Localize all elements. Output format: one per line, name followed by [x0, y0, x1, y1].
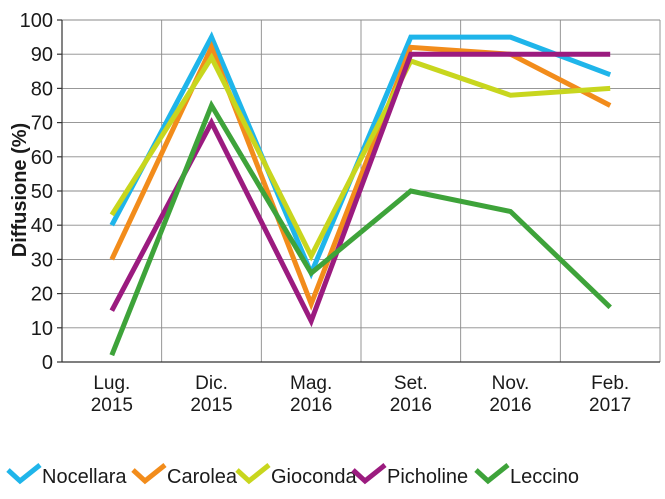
legend-item-gioconda: Gioconda: [235, 463, 357, 488]
y-tick-label: 100: [20, 10, 53, 32]
y-tick-label: 90: [31, 44, 53, 66]
legend-label: Leccino: [510, 466, 579, 488]
series-line-picholine: [109, 51, 611, 328]
y-tick-label: 80: [31, 78, 53, 100]
x-tick-label: Set.: [394, 373, 428, 394]
legend: Nocellara Carolea Gioconda Picholine Leccino: [6, 463, 579, 488]
series-line-leccino: [109, 99, 612, 357]
x-tick-label: 2015: [91, 395, 133, 416]
x-tick-label: Lug.: [93, 373, 130, 394]
x-tick-label: 2016: [489, 395, 531, 416]
x-tick-label: Dic.: [195, 373, 228, 394]
x-tick-label: Feb.: [591, 373, 629, 394]
legend-label: Picholine: [387, 466, 468, 488]
x-tick-label: 2015: [190, 395, 232, 416]
legend-label: Carolea: [167, 466, 238, 488]
legend-item-picholine: Picholine: [351, 463, 468, 488]
legend-item-carolea: Carolea: [131, 463, 238, 488]
legend-swatch: [351, 463, 387, 485]
legend-swatch: [6, 463, 42, 485]
x-tick-label: 2016: [390, 395, 432, 416]
legend-swatch: [131, 463, 167, 485]
y-tick-label: 70: [31, 113, 53, 135]
y-axis-label: Diffusione (%): [9, 123, 31, 257]
series-lines: [109, 31, 612, 357]
series-line-gioconda: [109, 52, 611, 262]
legend-item-nocellara: Nocellara: [6, 463, 127, 488]
y-tick-label: 20: [31, 284, 53, 306]
legend-swatch: [235, 463, 271, 485]
x-tick-label: 2017: [589, 395, 631, 416]
y-tick-label: 10: [31, 318, 53, 340]
y-tick-label: 60: [31, 147, 53, 169]
legend-label: Gioconda: [271, 466, 357, 488]
y-tick-label: 30: [31, 249, 53, 271]
axes: [57, 19, 660, 363]
legend-item-leccino: Leccino: [474, 463, 579, 488]
x-tick-label: Nov.: [492, 373, 530, 394]
y-tick-label: 40: [31, 215, 53, 237]
x-tick-labels: Lug.2015Dic.2015Mag.2016Set.2016Nov.2016…: [91, 373, 632, 416]
legend-label: Nocellara: [42, 466, 127, 488]
legend-swatch: [474, 463, 510, 485]
x-tick-label: 2016: [290, 395, 332, 416]
x-tick-label: Mag.: [290, 373, 332, 394]
y-tick-labels: 0 10 20 30 40 50 60 70 80 90 100: [20, 10, 53, 374]
y-tick-label: 50: [31, 181, 53, 203]
y-tick-label: 0: [42, 352, 53, 374]
